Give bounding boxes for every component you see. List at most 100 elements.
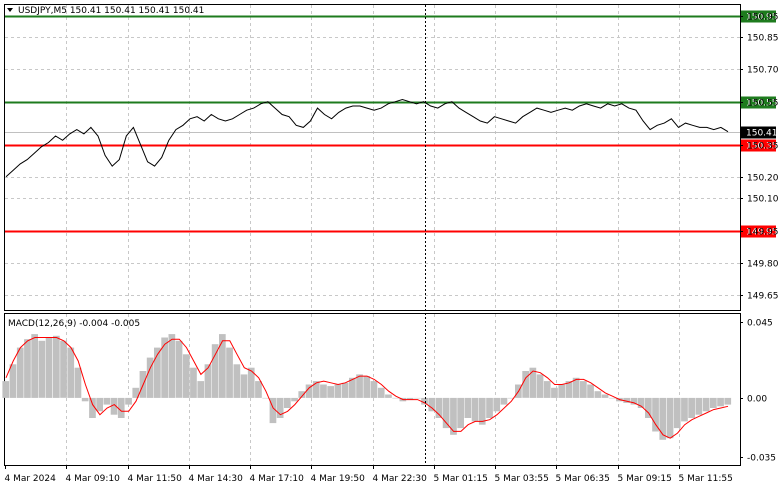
macd-bar [688, 397, 695, 418]
macd-bar [702, 397, 710, 412]
macd-bar [262, 397, 269, 399]
macd-bar [81, 397, 89, 402]
price-tick-label: 150.95 [747, 13, 779, 23]
level-price-tag [741, 139, 776, 152]
macd-histogram [2, 334, 732, 440]
macd-title: MACD(12,26,9) -0.004 -0.005 [8, 319, 140, 329]
window-title: USDJPY,M5 150.41 150.41 150.41 150.41 [18, 6, 204, 16]
macd-bar [666, 397, 674, 439]
macd-bar [486, 397, 493, 418]
macd-bar [442, 397, 450, 429]
price-tick-label: 149.95 [747, 228, 779, 238]
macd-bar [269, 397, 277, 424]
macd-bar [38, 340, 46, 398]
macd-bar [392, 397, 399, 399]
time-tick-label: 4 Mar 22:30 [373, 474, 428, 484]
macd-bar [601, 394, 609, 398]
level-price-tag [741, 96, 776, 109]
time-tick-label: 4 Mar 09:10 [66, 474, 121, 484]
macd-bar [154, 347, 161, 398]
macd-bar [24, 339, 31, 398]
macd-bar [2, 381, 10, 398]
macd-bar [9, 364, 17, 398]
time-tick-label: 5 Mar 01:15 [434, 474, 488, 484]
macd-bar [500, 397, 508, 405]
macd-bar [652, 397, 659, 432]
price-tick-label: 150.55 [747, 99, 779, 109]
price-tick-label: 150.85 [747, 34, 779, 44]
macd-bar [478, 397, 486, 425]
macd-bar [608, 397, 616, 399]
macd-bar [543, 381, 551, 398]
macd-bar [710, 397, 717, 408]
macd-bar [197, 381, 205, 398]
triangle-down-icon[interactable] [7, 8, 13, 12]
price-tick-label: 150.10 [747, 195, 779, 205]
time-tick-label: 5 Mar 06:35 [556, 474, 610, 484]
macd-bar [175, 340, 183, 398]
macd-bar [435, 397, 443, 418]
price-axis: 150.95 150.85 150.70 150.55 150.35 150.20 150.… [740, 13, 779, 302]
macd-bar [406, 397, 414, 400]
level-price-label: 150.95 [746, 13, 778, 23]
macd-bar [637, 397, 645, 408]
macd-bar [587, 384, 594, 398]
macd-bar [356, 374, 363, 398]
macd-bar [414, 397, 421, 399]
macd-bar [110, 397, 118, 415]
macd-bar [96, 397, 103, 412]
macd-bar [659, 397, 667, 440]
price-panel-frame [4, 4, 741, 311]
macd-bar [493, 397, 501, 412]
macd-bar [305, 384, 313, 398]
macd-bar [146, 357, 154, 398]
time-tick-label: 4 Mar 2024 [5, 474, 57, 484]
macd-bar [45, 337, 53, 398]
level-price-tag [741, 10, 776, 23]
time-tick-label: 4 Mar 19:50 [311, 474, 366, 484]
price-tick-label: 149.65 [747, 292, 779, 302]
macd-bar [233, 364, 241, 398]
macd-bar [334, 384, 342, 398]
macd-bar [247, 367, 255, 398]
macd-bar [724, 397, 732, 405]
window-title-group[interactable]: USDJPY,M5 150.41 150.41 150.41 150.41 [7, 6, 204, 16]
macd-tick-label: 0.00 [747, 395, 767, 405]
macd-bar [558, 384, 566, 398]
time-tick-label: 4 Mar 17:10 [250, 474, 305, 484]
macd-bar [117, 397, 125, 418]
macd-bar [630, 397, 638, 405]
time-tick-label: 5 Mar 09:15 [618, 474, 672, 484]
macd-bar [190, 367, 197, 398]
macd-bar [536, 374, 544, 398]
macd-bar [182, 354, 190, 398]
macd-signal-series [5, 337, 729, 439]
macd-bar [363, 376, 371, 398]
macd-bar [89, 397, 96, 418]
macd-bar [580, 381, 587, 398]
macd-bar [551, 387, 558, 398]
macd-bar [53, 335, 60, 398]
time-axis: 4 Mar 2024 4 Mar 09:10 4 Mar 11:50 4 Mar 14… [5, 465, 733, 484]
time-tick-label: 5 Mar 03:55 [495, 474, 549, 484]
price-tick-label: 149.80 [747, 260, 779, 270]
current-price-label: 150.41 [746, 129, 778, 139]
macd-bar [341, 382, 349, 398]
macd-bar [421, 397, 428, 405]
macd-bar [16, 347, 24, 398]
price-tick-label: 150.20 [747, 174, 779, 184]
macd-bar [385, 394, 392, 398]
macd-bar [370, 381, 378, 398]
current-price-tag [741, 126, 776, 139]
time-tick-label: 4 Mar 14:30 [189, 474, 244, 484]
macd-bar [312, 381, 320, 398]
macd-bar [327, 386, 334, 398]
macd-bar [594, 391, 602, 398]
level-price-label: 149.95 [746, 228, 778, 238]
macd-bar [623, 397, 630, 403]
level-lines: 150.95 150.55 150.35 149.95 150.41 [5, 10, 778, 238]
level-price-label: 150.55 [746, 99, 778, 109]
macd-bar [681, 397, 688, 422]
macd-axis: 0.045 0.00 -0.035 [740, 319, 776, 464]
